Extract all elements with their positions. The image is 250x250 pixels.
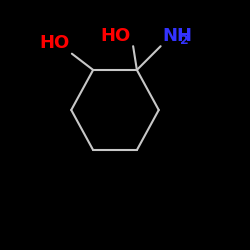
Text: HO: HO: [39, 34, 70, 52]
Text: HO: HO: [100, 27, 130, 45]
Text: 2: 2: [180, 34, 188, 48]
Text: NH: NH: [162, 27, 192, 45]
